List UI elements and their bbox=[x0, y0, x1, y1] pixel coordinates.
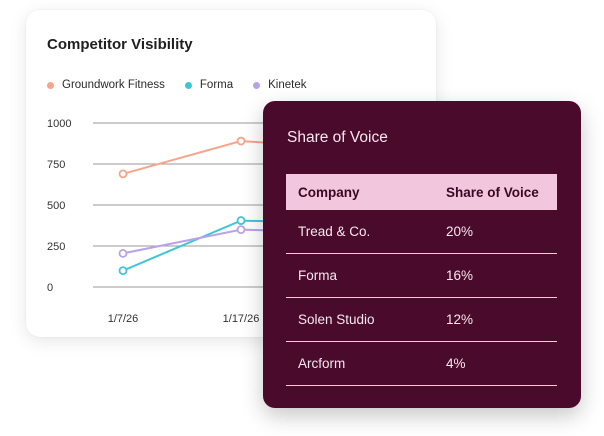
table-header-row: Company Share of Voice bbox=[286, 174, 557, 210]
legend-label: Forma bbox=[199, 79, 234, 91]
share-cell: 16% bbox=[434, 253, 557, 298]
x-tick-label: 1/17/26 bbox=[223, 313, 260, 325]
table-row: Solen Studio 12% bbox=[286, 297, 557, 342]
data-point bbox=[118, 248, 128, 258]
data-point bbox=[118, 169, 128, 179]
legend-dot-icon bbox=[184, 81, 192, 89]
chart-title: Competitor Visibility bbox=[47, 36, 193, 53]
y-tick-label: 750 bbox=[47, 159, 65, 171]
company-cell: Tread & Co. bbox=[286, 210, 434, 254]
share-of-voice-table: Company Share of Voice Tread & Co. 20% F… bbox=[286, 174, 557, 386]
legend-dot-icon bbox=[253, 81, 261, 89]
y-tick-label: 500 bbox=[47, 200, 65, 212]
legend-item-groundwork-fitness[interactable]: Groundwork Fitness bbox=[47, 79, 165, 91]
chart-legend: Groundwork Fitness Forma Kinetek bbox=[47, 79, 327, 91]
company-cell: Arcform bbox=[286, 341, 434, 386]
company-cell: Forma bbox=[286, 253, 434, 298]
data-point bbox=[236, 216, 246, 225]
y-tick-label: 1000 bbox=[47, 118, 71, 130]
legend-label: Kinetek bbox=[268, 79, 307, 91]
x-tick-label: 1/7/26 bbox=[108, 313, 139, 325]
table-row: Tread & Co. 20% bbox=[286, 210, 557, 254]
share-cell: 20% bbox=[434, 210, 557, 254]
data-point bbox=[236, 225, 246, 235]
legend-item-forma[interactable]: Forma bbox=[184, 79, 234, 91]
share-of-voice-panel: Share of Voice Company Share of Voice Tr… bbox=[263, 101, 581, 408]
data-point bbox=[236, 136, 246, 146]
share-cell: 12% bbox=[434, 297, 557, 342]
share-of-voice-title: Share of Voice bbox=[287, 129, 388, 146]
y-tick-label: 250 bbox=[47, 241, 65, 253]
data-point bbox=[118, 266, 128, 276]
column-header-share[interactable]: Share of Voice bbox=[434, 174, 557, 210]
share-cell: 4% bbox=[434, 341, 557, 386]
table-row: Arcform 4% bbox=[286, 341, 557, 386]
company-cell: Solen Studio bbox=[286, 297, 434, 342]
legend-label: Groundwork Fitness bbox=[62, 79, 165, 91]
y-tick-label: 0 bbox=[47, 282, 53, 294]
legend-dot-icon bbox=[47, 81, 54, 89]
column-header-company[interactable]: Company bbox=[286, 174, 434, 210]
table-row: Forma 16% bbox=[286, 253, 557, 298]
legend-item-kinetek[interactable]: Kinetek bbox=[253, 79, 307, 91]
